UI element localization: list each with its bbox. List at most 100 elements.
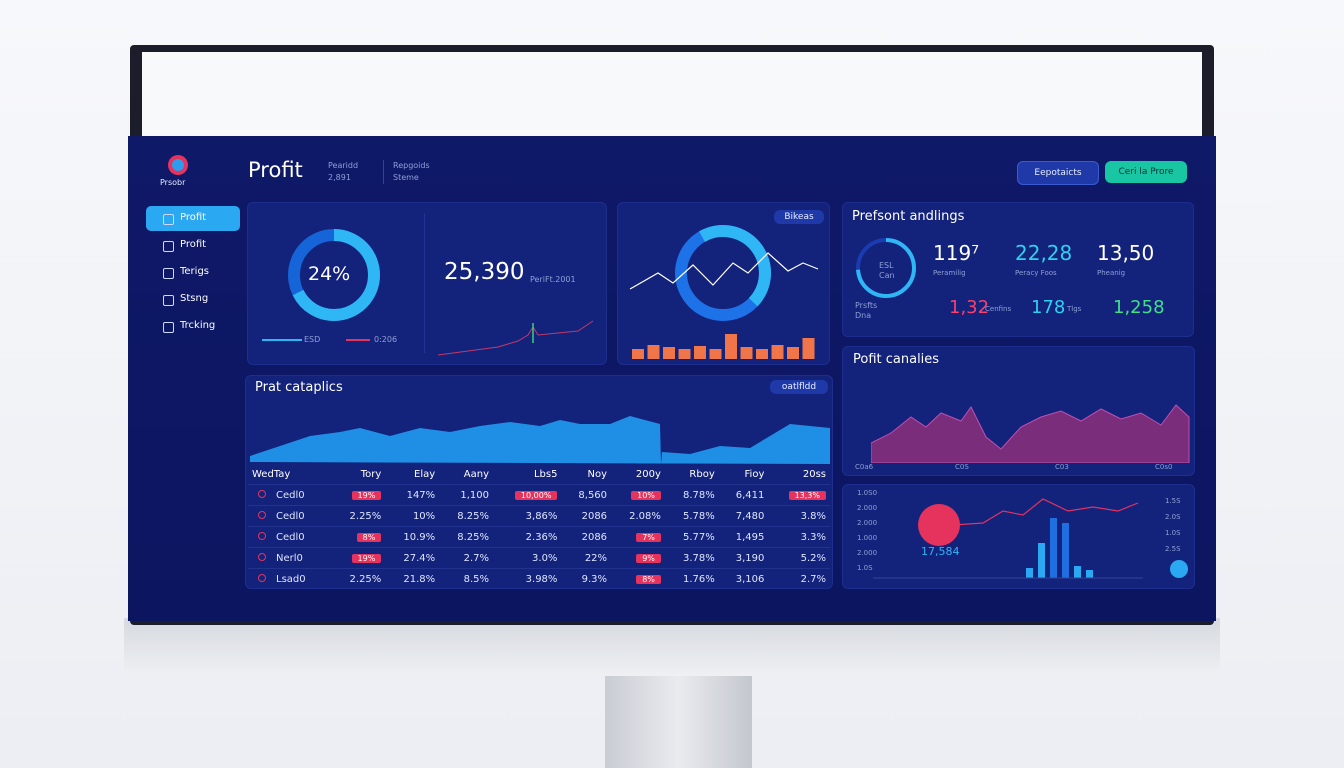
cell-text: 8.25%	[457, 510, 490, 522]
cell-text: 8.5%	[463, 573, 490, 585]
table-button[interactable]: oatlfldd	[770, 380, 828, 394]
bikes-button[interactable]: Bikeas	[774, 210, 824, 224]
table-cell: 8,560	[561, 485, 611, 506]
ring-caption: Prsfts	[855, 301, 878, 310]
report-value: Steme	[393, 173, 419, 182]
column-header: Elay	[414, 468, 436, 480]
table-cell: 19%	[331, 548, 385, 569]
table-cell: 147%	[385, 485, 439, 506]
table-cell: 1.76%	[665, 569, 719, 590]
metric-label: Peracy Foos	[1015, 269, 1057, 277]
ring	[856, 238, 916, 298]
monitor-chin	[124, 618, 1220, 676]
metric-value: 119⁷	[933, 241, 980, 265]
y-label: 1.0S0	[857, 489, 878, 497]
y-label: 1.0S	[857, 564, 873, 572]
area-chart	[250, 416, 830, 464]
table-row: Cedl0 2.25% 10% 8.25% 3,86% 2086 2.08% 5.78% 7,4…	[248, 505, 830, 527]
metric-value: 1,258	[1113, 297, 1165, 318]
flag-badge: 7%	[636, 532, 661, 542]
row-dot	[258, 552, 266, 561]
flag-badge: 10,00%	[514, 490, 558, 500]
table-row: Nerl0 19% 27.4% 2.7% 3.0% 22% 9% 3.78% 3,190 5.2%	[248, 547, 830, 569]
nav-item[interactable]: Profit	[180, 212, 207, 223]
logo-icon	[168, 155, 188, 175]
bar	[678, 349, 691, 359]
metric-value: 1,32	[949, 297, 990, 318]
bar	[709, 349, 722, 359]
cell-text: Nerl0	[276, 552, 303, 564]
table-cell: 9.3%	[561, 569, 611, 590]
nav-active-bg	[146, 206, 240, 231]
ring-label: Can	[879, 271, 895, 280]
cell-text: 2.36%	[525, 531, 558, 543]
nav-item[interactable]: Trcking	[180, 320, 216, 331]
bar	[787, 347, 799, 359]
row-dot	[258, 510, 266, 519]
cell-text: 10%	[412, 510, 436, 522]
y-label: 1.0S	[1165, 529, 1181, 537]
x-label: C0S	[955, 463, 969, 471]
bar	[663, 347, 675, 359]
profit-card: Pofit canalies C0a6 C0S C03 C0s0	[842, 346, 1195, 476]
column-header: Rboy	[689, 468, 715, 480]
total-value: 25,390	[444, 259, 525, 285]
cell-text: 3,86%	[525, 510, 558, 522]
table-cell: 6,411	[719, 485, 769, 506]
cell-text: 3.0%	[532, 552, 558, 564]
column-header: Fioy	[744, 468, 765, 480]
cell-text: 6,411	[735, 489, 765, 501]
nav-icon	[163, 295, 174, 306]
flag-badge: 8%	[636, 574, 661, 584]
nav-item[interactable]: Stsng	[180, 293, 209, 304]
cell-text: 21.8%	[403, 573, 436, 585]
bar	[756, 349, 768, 359]
table-cell: 3.78%	[665, 548, 719, 569]
bar	[802, 338, 815, 359]
cell-text: Cedl0	[276, 489, 305, 501]
table-cell: 2086	[561, 527, 611, 548]
card-title: Pofit canalies	[853, 352, 940, 367]
table-cell: 7,480	[719, 506, 769, 527]
bar	[694, 346, 706, 359]
export-button[interactable]: Eepotaicts	[1017, 161, 1099, 185]
column-header: Tory	[360, 468, 382, 480]
y-label: 2.000	[857, 549, 878, 557]
cell-text: 3,106	[735, 573, 765, 585]
y-label: 2.5S	[1165, 545, 1181, 553]
action-button[interactable]: Ceri la Prore	[1105, 161, 1187, 183]
table-cell: 3.3%	[768, 527, 830, 548]
table-row: Lsad0 2.25% 21.8% 8.5% 3.98% 9.3% 8% 1.76% 3,106…	[248, 568, 830, 590]
table-cell: 3.8%	[768, 506, 830, 527]
x-label: C0a6	[855, 463, 874, 471]
metric-value: 22,28	[1015, 241, 1073, 265]
cell-text: 27.4%	[403, 552, 436, 564]
cell-text: 2.7%	[800, 573, 826, 585]
flag-badge: 19%	[351, 553, 382, 563]
x-label: C0s0	[1155, 463, 1173, 471]
table-cell: 8%	[611, 569, 665, 590]
y-label: 1.000	[857, 534, 878, 542]
nav-item[interactable]: Terigs	[180, 266, 210, 277]
header-row: WedTay Tory Elay Aany Lbs5 Noy 200y Rboy Fioy 20s…	[248, 464, 830, 485]
table-cell: 7%	[611, 527, 665, 548]
table-cell: 13,3%	[768, 485, 830, 506]
row-dot	[258, 531, 266, 540]
metric-value: 13,50	[1097, 241, 1155, 265]
bikes-card: Bikeas	[617, 202, 830, 365]
table-cell: 19%	[331, 485, 385, 506]
table-cell: 22%	[561, 548, 611, 569]
table-cell: Cedl0	[248, 527, 331, 548]
cell-text: 3.78%	[682, 552, 715, 564]
table-cell: 8.25%	[439, 527, 493, 548]
metric-label: Peramilig	[933, 269, 966, 277]
nav-item[interactable]: Profit	[180, 239, 207, 250]
table-cell: 8.5%	[439, 569, 493, 590]
cell-text: 2086	[581, 531, 608, 543]
sparkline	[438, 320, 594, 356]
table-cell: 27.4%	[385, 548, 439, 569]
cell-text: 5.2%	[800, 552, 826, 564]
table-cell: 1,495	[719, 527, 769, 548]
bar	[647, 345, 660, 359]
